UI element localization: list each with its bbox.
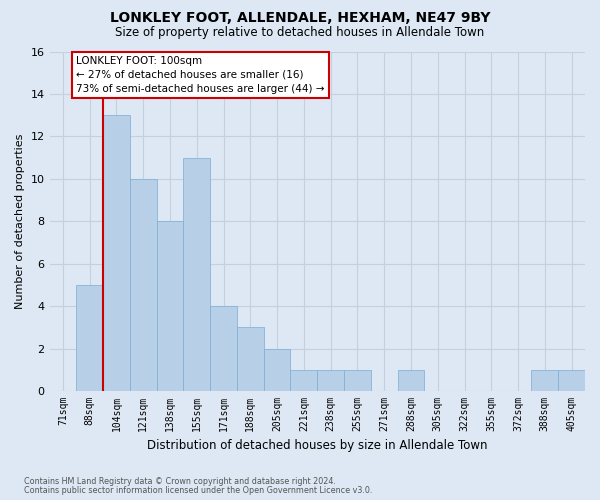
Bar: [264, 348, 290, 391]
Bar: [157, 222, 184, 391]
Text: Contains HM Land Registry data © Crown copyright and database right 2024.: Contains HM Land Registry data © Crown c…: [24, 477, 336, 486]
Bar: [344, 370, 371, 391]
Bar: [103, 115, 130, 391]
Bar: [210, 306, 237, 391]
Bar: [558, 370, 585, 391]
X-axis label: Distribution of detached houses by size in Allendale Town: Distribution of detached houses by size …: [147, 440, 488, 452]
Bar: [290, 370, 317, 391]
Text: Contains public sector information licensed under the Open Government Licence v3: Contains public sector information licen…: [24, 486, 373, 495]
Text: Size of property relative to detached houses in Allendale Town: Size of property relative to detached ho…: [115, 26, 485, 39]
Bar: [532, 370, 558, 391]
Bar: [130, 179, 157, 391]
Y-axis label: Number of detached properties: Number of detached properties: [15, 134, 25, 309]
Bar: [184, 158, 210, 391]
Bar: [237, 328, 264, 391]
Text: LONKLEY FOOT: 100sqm
← 27% of detached houses are smaller (16)
73% of semi-detac: LONKLEY FOOT: 100sqm ← 27% of detached h…: [76, 56, 325, 94]
Bar: [317, 370, 344, 391]
Bar: [398, 370, 424, 391]
Bar: [76, 285, 103, 391]
Text: LONKLEY FOOT, ALLENDALE, HEXHAM, NE47 9BY: LONKLEY FOOT, ALLENDALE, HEXHAM, NE47 9B…: [110, 12, 490, 26]
